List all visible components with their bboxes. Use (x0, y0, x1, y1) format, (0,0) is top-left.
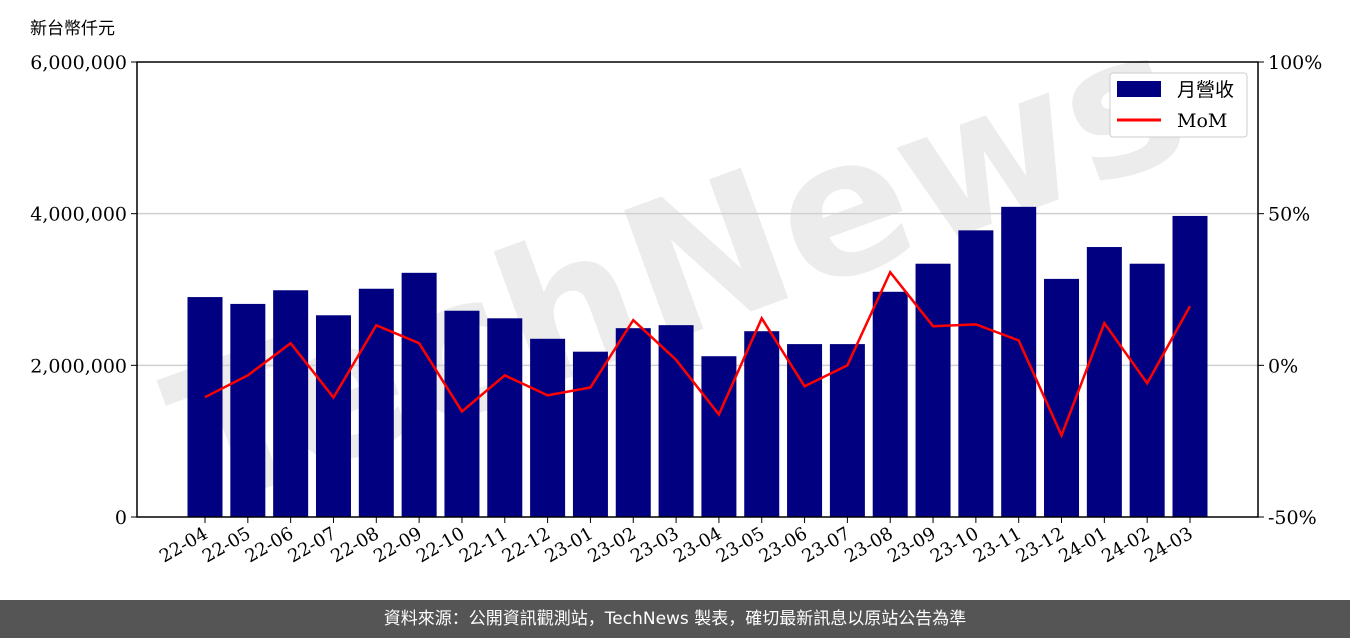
mom-line (204, 269, 1192, 439)
bar-22-07 (315, 315, 351, 517)
bar-24-02 (1129, 263, 1165, 517)
right-tick-label: 0% (1268, 355, 1298, 377)
revenue-chart: TechNews02,000,0004,000,0006,000,000-50%… (30, 0, 1322, 567)
left-axis-unit-label: 新台幣仟元 (30, 19, 115, 39)
bar-22-08 (358, 288, 394, 517)
x-tick-label: 22-12 (499, 523, 554, 567)
x-tick-label: 23-07 (798, 523, 853, 567)
bar-22-12 (530, 338, 566, 517)
bar-23-03 (658, 325, 694, 517)
left-tick-label: 0 (115, 507, 127, 529)
bar-22-10 (444, 310, 480, 517)
x-tick-label: 23-12 (1013, 523, 1068, 567)
legend-bar-swatch (1117, 81, 1161, 97)
bar-23-08 (872, 291, 908, 517)
x-tick-label: 22-07 (285, 523, 340, 567)
x-tick-label: 22-09 (370, 523, 425, 567)
right-tick-label: 50% (1268, 204, 1310, 226)
bar-22-11 (487, 318, 523, 517)
x-tick-label: 23-01 (541, 523, 596, 567)
bar-23-11 (1001, 206, 1037, 517)
x-tick-label: 22-10 (413, 523, 468, 567)
legend-label-mom: MoM (1177, 110, 1227, 132)
x-tick-label: 23-04 (670, 523, 725, 567)
x-tick-label: 24-01 (1055, 523, 1110, 567)
bar-22-09 (401, 272, 437, 517)
bar-23-04 (701, 356, 737, 517)
x-tick-label: 24-03 (1141, 523, 1196, 567)
bar-23-02 (615, 328, 651, 517)
left-tick-label: 4,000,000 (30, 204, 127, 226)
x-tick-label: 23-05 (713, 523, 768, 567)
x-tick-label: 22-08 (327, 523, 382, 567)
legend-label-revenue: 月營收 (1177, 79, 1234, 101)
left-tick-label: 6,000,000 (30, 52, 127, 74)
bar-23-09 (915, 263, 951, 517)
x-tick-label: 24-02 (1098, 523, 1153, 567)
plot-frame (136, 61, 1259, 518)
right-tick-label: 100% (1268, 52, 1322, 74)
x-tick-label: 23-02 (584, 523, 639, 567)
x-tick-label: 23-08 (841, 523, 896, 567)
source-footer: 資料來源：公開資訊觀測站，TechNews 製表，確切最新訊息以原站公告為準 (0, 600, 1350, 638)
bar-23-10 (958, 230, 994, 517)
bar-24-03 (1172, 215, 1208, 518)
x-tick-label: 23-09 (884, 523, 939, 567)
x-tick-label: 22-11 (456, 523, 511, 567)
x-tick-label: 23-03 (627, 523, 682, 567)
left-tick-label: 2,000,000 (30, 355, 127, 377)
bar-23-05 (744, 331, 780, 517)
x-tick-label: 22-04 (156, 523, 211, 567)
bar-23-01 (572, 351, 608, 517)
bar-23-12 (1044, 278, 1080, 517)
bar-23-07 (829, 344, 865, 517)
x-tick-label: 23-06 (756, 523, 811, 567)
bar-22-06 (273, 290, 309, 517)
bar-23-06 (787, 344, 823, 517)
bar-22-05 (230, 303, 266, 517)
x-tick-label: 23-11 (970, 523, 1025, 567)
x-tick-label: 23-10 (927, 523, 982, 567)
bar-22-04 (187, 297, 223, 517)
bar-24-01 (1086, 247, 1122, 518)
right-tick-label: -50% (1268, 507, 1317, 529)
